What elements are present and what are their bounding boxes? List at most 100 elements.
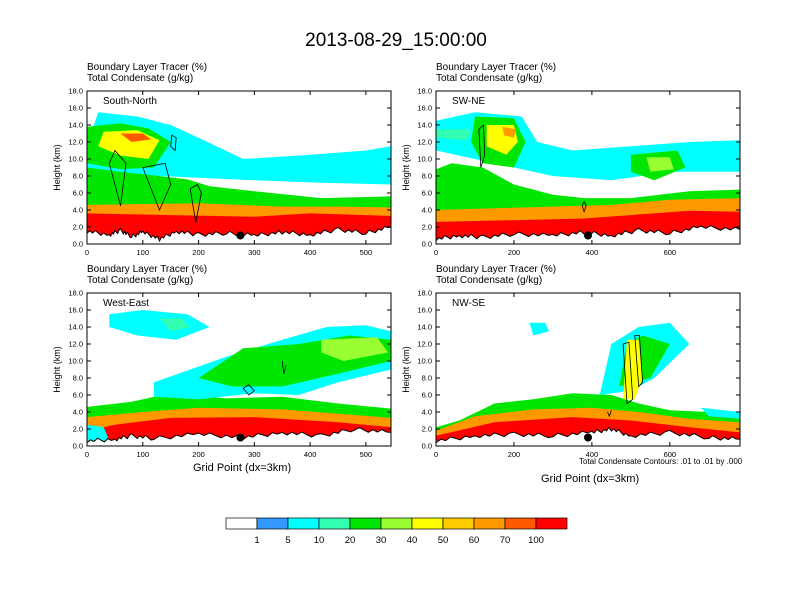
y-tick-label: 0.0: [422, 240, 432, 249]
y-tick-label: 10.0: [417, 155, 432, 164]
y-tick-label: 0.0: [422, 442, 432, 451]
y-tick-label: 10.0: [68, 357, 83, 366]
y-tick-label: 18.0: [68, 87, 83, 96]
panel-title-tracer: Boundary Layer Tracer (%): [436, 62, 557, 73]
plot-frame: [86, 292, 392, 447]
y-tick-label: 12.0: [417, 340, 432, 349]
condensate-contour: [607, 410, 612, 418]
y-axis-label: Height (km): [401, 346, 411, 393]
colorbar-label: 40: [407, 535, 418, 546]
location-marker: [584, 231, 592, 240]
plot-area: [436, 91, 740, 244]
y-tick-label: 6.0: [73, 391, 83, 400]
field-shading: [159, 318, 191, 332]
field-shading: [623, 339, 643, 400]
field-shading: [502, 126, 516, 138]
y-tick-label: 10.0: [68, 155, 83, 164]
x-axis-label-west-east: Grid Point (dx=3km): [193, 462, 292, 474]
panel-nw-se: 0.0 2.0 4.0 6.0 8.0 10.0 12.0 14.0 16.0 18.0 0 200 4…: [401, 289, 741, 459]
panel-label: West-East: [103, 298, 149, 309]
condensate-contour: [622, 341, 634, 405]
location-marker: [236, 231, 245, 240]
x-tick-label: 0: [434, 248, 438, 257]
y-tick-label: 6.0: [73, 189, 83, 198]
plot-frame: [435, 90, 741, 245]
y-tick-label: 2.0: [73, 223, 83, 232]
condensate-contour: [581, 200, 587, 213]
colorbar-swatch: [256, 517, 289, 530]
plot-frame: [435, 292, 741, 447]
colorbar-label: 1: [254, 535, 259, 546]
y-tick-label: 8.0: [422, 374, 432, 383]
colorbar-label: 10: [314, 535, 325, 546]
condensate-contour: [242, 384, 255, 396]
y-axis-label: Height (km): [401, 144, 411, 191]
colorbar-swatch: [504, 517, 537, 530]
field-shading: [701, 407, 740, 419]
condensate-contour: [281, 360, 287, 374]
y-tick-label: 6.0: [422, 391, 432, 400]
panel-west-east: 0.0 2.0 4.0 6.0 8.0 10.0 12.0 14.0 16.0 18.0 0 100 2…: [52, 289, 392, 459]
y-tick-label: 16.0: [68, 104, 83, 113]
condensate-contour: [108, 149, 127, 206]
colorbar-swatch: [318, 517, 351, 530]
y-tick-label: 18.0: [417, 289, 432, 298]
y-tick-label: 0.0: [73, 442, 83, 451]
y-tick-label: 14.0: [68, 323, 83, 332]
y-tick-label: 4.0: [422, 408, 432, 417]
condensate-contour: [170, 134, 177, 152]
panel-title-tracer: Boundary Layer Tracer (%): [87, 264, 208, 275]
colorbar-swatch: [442, 517, 475, 530]
x-tick-label: 200: [508, 450, 521, 459]
plot-frame: [86, 90, 392, 245]
colorbar-swatch: [287, 517, 320, 530]
x-tick-label: 400: [586, 450, 599, 459]
x-axis-label-nw-se: Grid Point (dx=3km): [541, 473, 640, 485]
panel-label: SW-NE: [452, 96, 485, 107]
panel-title-condensate: Total Condensate (g/kg): [436, 275, 543, 286]
field-shading: [87, 112, 391, 185]
y-tick-label: 12.0: [68, 138, 83, 147]
x-tick-label: 200: [192, 248, 205, 257]
x-tick-label: 0: [434, 450, 438, 459]
x-tick-label: 200: [508, 248, 521, 257]
colorbar-swatch: [411, 517, 444, 530]
x-tick-label: 0: [85, 450, 89, 459]
field-shading: [120, 133, 152, 142]
y-axis-label: Height (km): [52, 346, 62, 393]
y-tick-label: 14.0: [68, 121, 83, 130]
panel-south-north: 0.0 2.0 4.0 6.0 8.0 10.0 12.0 14.0 16.0 18.0 0 100 2…: [52, 87, 392, 257]
colorbar-label: 30: [376, 535, 387, 546]
x-tick-label: 400: [304, 450, 317, 459]
y-tick-label: 2.0: [422, 425, 432, 434]
colorbar-label: 70: [500, 535, 511, 546]
y-tick-label: 16.0: [68, 306, 83, 315]
panel-title-condensate: Total Condensate (g/kg): [87, 73, 194, 84]
y-tick-label: 14.0: [417, 323, 432, 332]
plot-area: [87, 91, 391, 244]
x-tick-label: 400: [304, 248, 317, 257]
panel-title-tracer: Boundary Layer Tracer (%): [436, 264, 557, 275]
y-tick-label: 12.0: [417, 138, 432, 147]
plot-area: [436, 293, 740, 446]
y-tick-label: 18.0: [68, 289, 83, 298]
panel-title-condensate: Total Condensate (g/kg): [87, 275, 194, 286]
plot-area: [87, 293, 391, 446]
colorbar-label: 50: [438, 535, 449, 546]
panel-title-condensate: Total Condensate (g/kg): [436, 73, 543, 84]
x-tick-label: 500: [360, 248, 373, 257]
y-tick-label: 2.0: [422, 223, 432, 232]
y-tick-label: 18.0: [417, 87, 432, 96]
location-marker: [584, 433, 592, 442]
y-tick-label: 0.0: [73, 240, 83, 249]
colorbar-swatch: [473, 517, 506, 530]
colorbar-swatch: [535, 517, 568, 530]
y-tick-label: 4.0: [422, 206, 432, 215]
y-tick-label: 8.0: [73, 172, 83, 181]
field-shading: [529, 322, 549, 336]
x-tick-label: 0: [85, 248, 89, 257]
field-shading: [436, 129, 472, 141]
field-shading: [436, 210, 740, 239]
x-tick-label: 500: [360, 450, 373, 459]
